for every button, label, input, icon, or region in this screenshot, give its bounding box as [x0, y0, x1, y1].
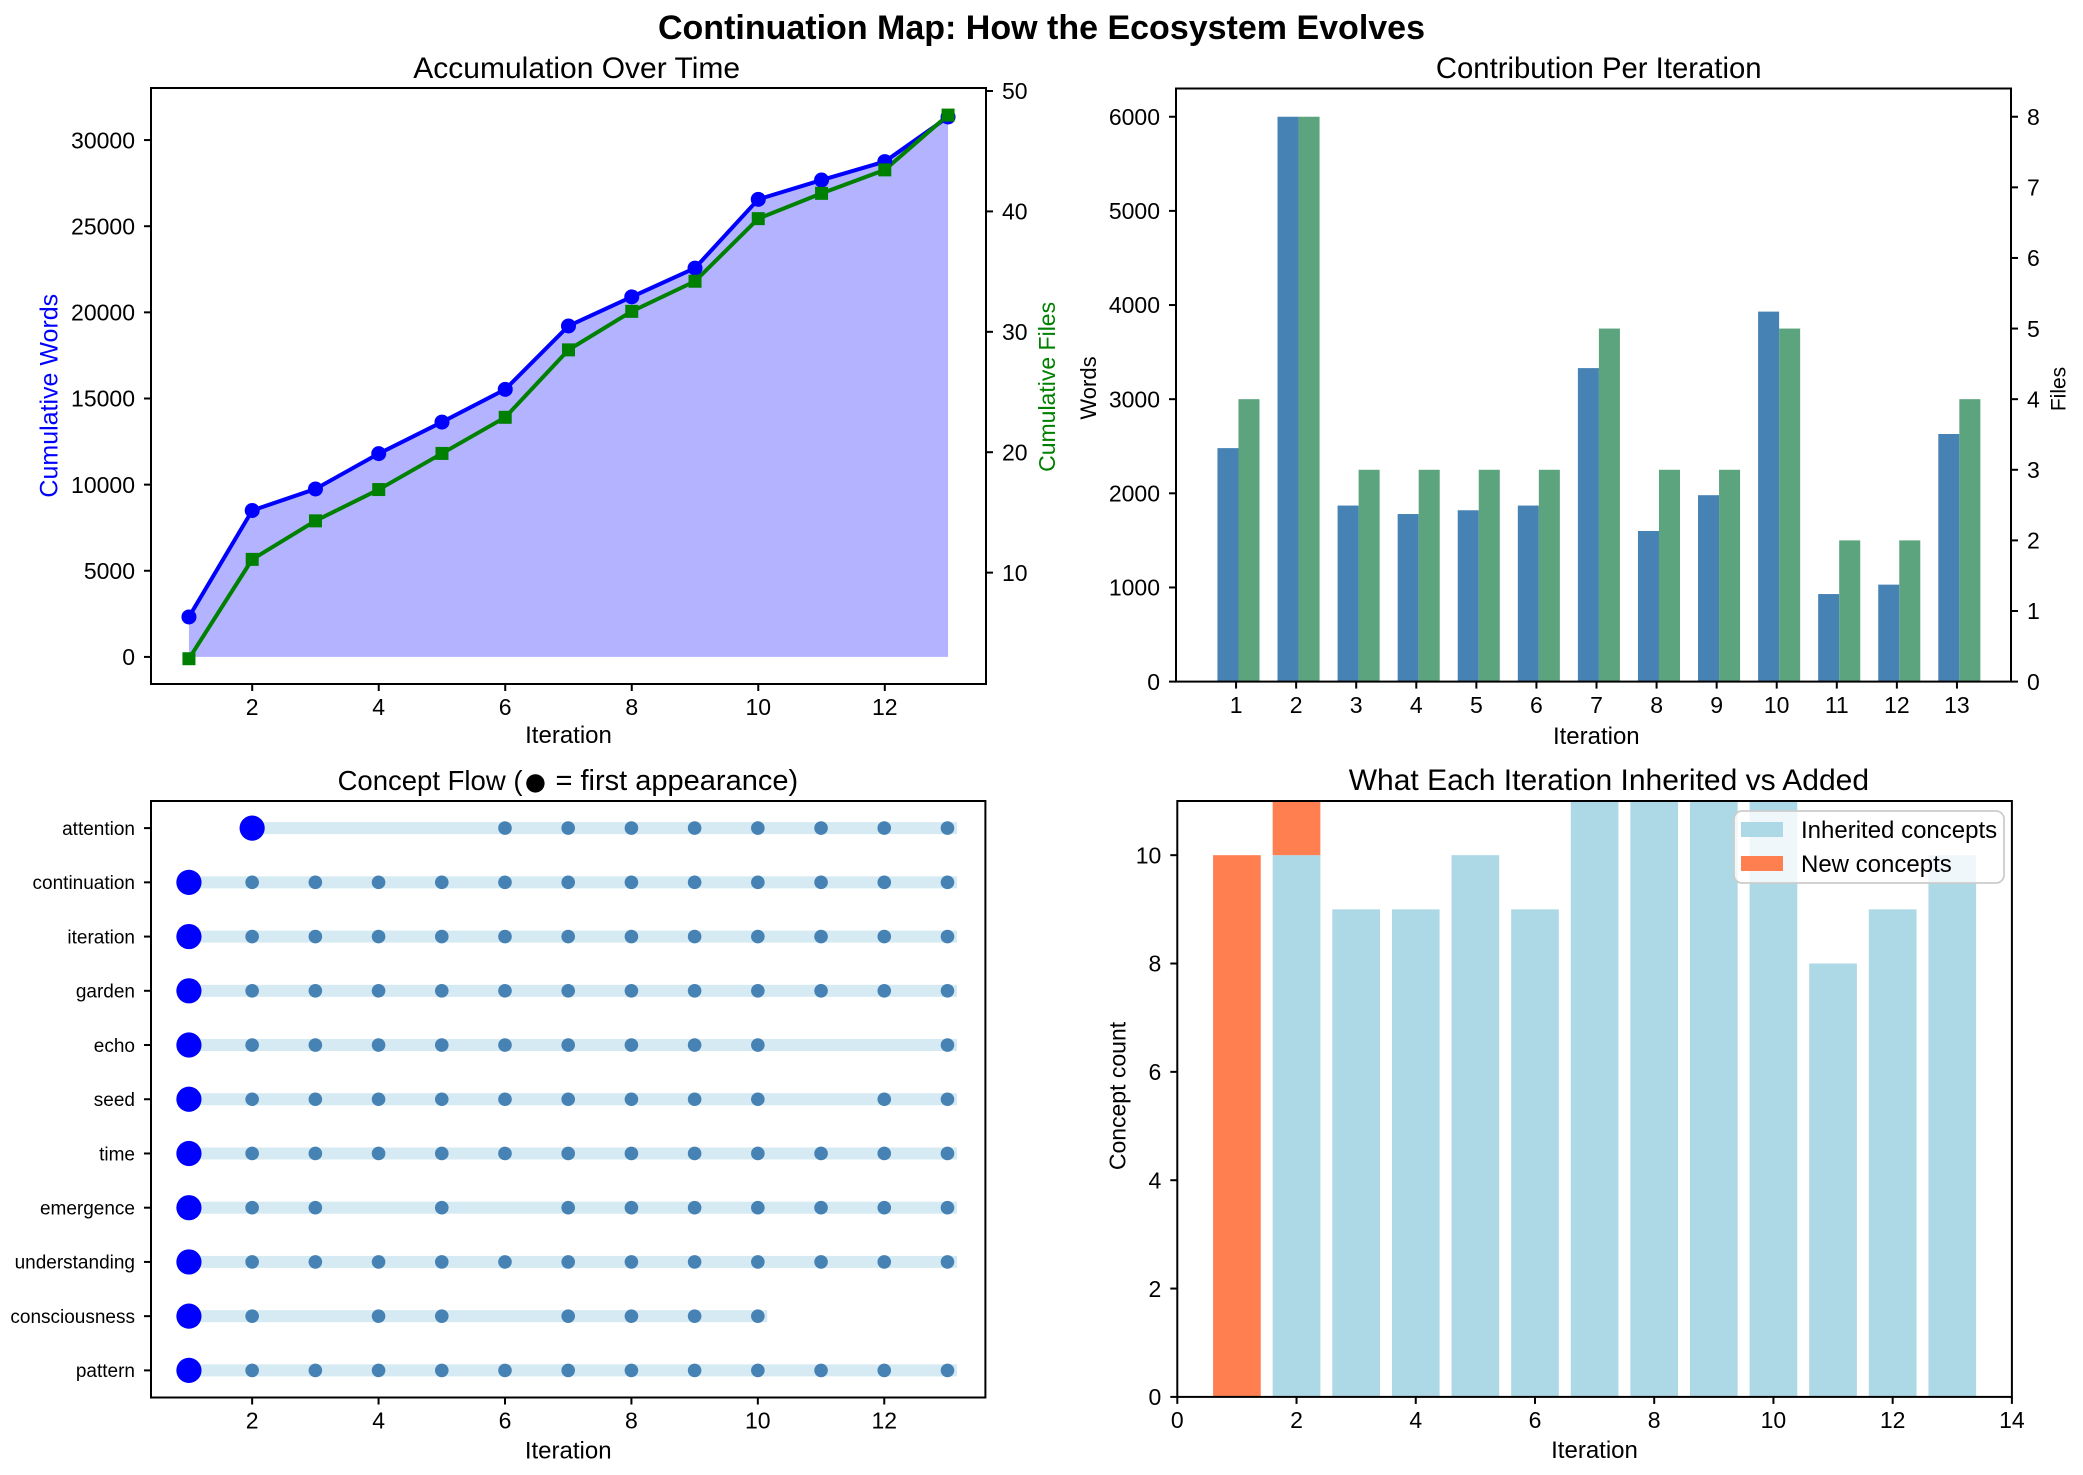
svg-text:5000: 5000: [1109, 198, 1160, 224]
svg-text:10: 10: [745, 1408, 771, 1434]
svg-text:8: 8: [2027, 104, 2040, 130]
svg-text:Cumulative Files: Cumulative Files: [1034, 302, 1060, 472]
svg-text:= first appearance): = first appearance): [556, 765, 799, 797]
svg-text:0: 0: [1147, 669, 1160, 695]
svg-text:time: time: [99, 1144, 135, 1165]
svg-text:10: 10: [1002, 560, 1028, 586]
svg-text:4: 4: [1149, 1167, 1162, 1193]
svg-text:11: 11: [1825, 692, 1849, 718]
svg-text:8: 8: [625, 694, 638, 720]
svg-text:30000: 30000: [71, 127, 135, 153]
svg-text:30: 30: [1002, 319, 1028, 345]
svg-text:0: 0: [122, 644, 135, 670]
svg-text:8: 8: [625, 1408, 638, 1434]
svg-text:20: 20: [1002, 439, 1028, 465]
svg-text:Concept count: Concept count: [1105, 1021, 1131, 1170]
svg-text:5000: 5000: [84, 558, 135, 584]
svg-text:6000: 6000: [1109, 104, 1160, 130]
svg-text:6: 6: [1149, 1059, 1162, 1085]
svg-text:7: 7: [1590, 692, 1603, 718]
svg-text:12: 12: [1880, 1407, 1906, 1433]
svg-text:25000: 25000: [71, 213, 135, 239]
svg-text:1: 1: [1230, 692, 1243, 718]
svg-text:2: 2: [1149, 1276, 1162, 1302]
svg-text:Iteration: Iteration: [525, 1438, 612, 1465]
svg-text:50: 50: [1002, 78, 1028, 104]
svg-text:5: 5: [1470, 692, 1483, 718]
svg-text:Iteration: Iteration: [1553, 723, 1640, 750]
svg-text:12: 12: [1884, 692, 1910, 718]
svg-text:2: 2: [2027, 528, 2040, 554]
svg-text:0: 0: [2027, 669, 2040, 695]
svg-text:Concept Flow (: Concept Flow (: [338, 765, 523, 796]
svg-text:2000: 2000: [1109, 481, 1160, 507]
svg-text:Files: Files: [2048, 367, 2071, 411]
svg-text:Accumulation Over Time: Accumulation Over Time: [413, 52, 740, 85]
svg-text:Cumulative Words: Cumulative Words: [36, 294, 64, 498]
svg-text:4: 4: [1410, 692, 1423, 718]
svg-text:12: 12: [872, 1408, 898, 1434]
svg-text:emergence: emergence: [40, 1199, 135, 1220]
svg-text:13: 13: [1944, 692, 1970, 718]
svg-text:4: 4: [1409, 1407, 1422, 1433]
svg-text:4000: 4000: [1109, 292, 1160, 318]
svg-text:2: 2: [246, 694, 259, 720]
svg-text:2: 2: [1290, 1407, 1303, 1433]
svg-text:understanding: understanding: [15, 1253, 135, 1274]
svg-text:7: 7: [2027, 175, 2040, 201]
svg-text:3: 3: [1350, 692, 1363, 718]
svg-text:Inherited concepts: Inherited concepts: [1801, 817, 1997, 844]
svg-text:What Each Iteration Inherited: What Each Iteration Inherited vs Added: [1349, 764, 1869, 797]
svg-text:4: 4: [372, 694, 385, 720]
svg-text:5: 5: [2027, 316, 2040, 342]
svg-text:9: 9: [1710, 692, 1723, 718]
svg-text:10: 10: [746, 694, 772, 720]
svg-text:Continuation Map: How the Ecos: Continuation Map: How the Ecosystem Evol…: [658, 9, 1425, 47]
svg-text:1: 1: [2027, 598, 2040, 624]
svg-text:6: 6: [1530, 692, 1543, 718]
svg-text:15000: 15000: [71, 386, 135, 412]
svg-text:10: 10: [1136, 842, 1162, 868]
svg-text:8: 8: [1650, 692, 1663, 718]
svg-text:10000: 10000: [71, 472, 135, 498]
svg-text:10: 10: [1764, 692, 1790, 718]
svg-text:attention: attention: [62, 819, 135, 840]
svg-text:seed: seed: [94, 1090, 135, 1111]
svg-text:Contribution Per Iteration: Contribution Per Iteration: [1436, 52, 1762, 85]
svg-text:1000: 1000: [1109, 575, 1160, 601]
svg-text:iteration: iteration: [67, 927, 135, 948]
svg-text:6: 6: [499, 694, 512, 720]
svg-text:consciousness: consciousness: [10, 1307, 135, 1328]
svg-text:Iteration: Iteration: [1551, 1437, 1638, 1464]
svg-text:0: 0: [1149, 1384, 1162, 1410]
svg-text:6: 6: [2027, 245, 2040, 271]
svg-text:2: 2: [1290, 692, 1303, 718]
svg-text:6: 6: [1529, 1407, 1542, 1433]
svg-text:Iteration: Iteration: [525, 722, 612, 749]
svg-text:12: 12: [872, 694, 898, 720]
svg-text:6: 6: [499, 1408, 512, 1434]
svg-text:4: 4: [2027, 386, 2040, 412]
svg-text:8: 8: [1648, 1407, 1661, 1433]
svg-text:continuation: continuation: [33, 873, 135, 894]
svg-text:3000: 3000: [1109, 386, 1160, 412]
svg-text:garden: garden: [76, 982, 135, 1003]
svg-text:echo: echo: [94, 1036, 135, 1057]
svg-text:pattern: pattern: [76, 1361, 135, 1382]
svg-text:Words: Words: [1076, 356, 1101, 419]
svg-text:10: 10: [1761, 1407, 1787, 1433]
svg-text:20000: 20000: [71, 300, 135, 326]
svg-text:New concepts: New concepts: [1801, 851, 1952, 878]
svg-text:8: 8: [1149, 951, 1162, 977]
svg-text:0: 0: [1171, 1407, 1184, 1433]
svg-text:14: 14: [1999, 1407, 2025, 1433]
svg-text:3: 3: [2027, 457, 2040, 483]
svg-text:2: 2: [246, 1408, 259, 1434]
svg-text:40: 40: [1002, 199, 1028, 225]
svg-text:4: 4: [372, 1408, 385, 1434]
